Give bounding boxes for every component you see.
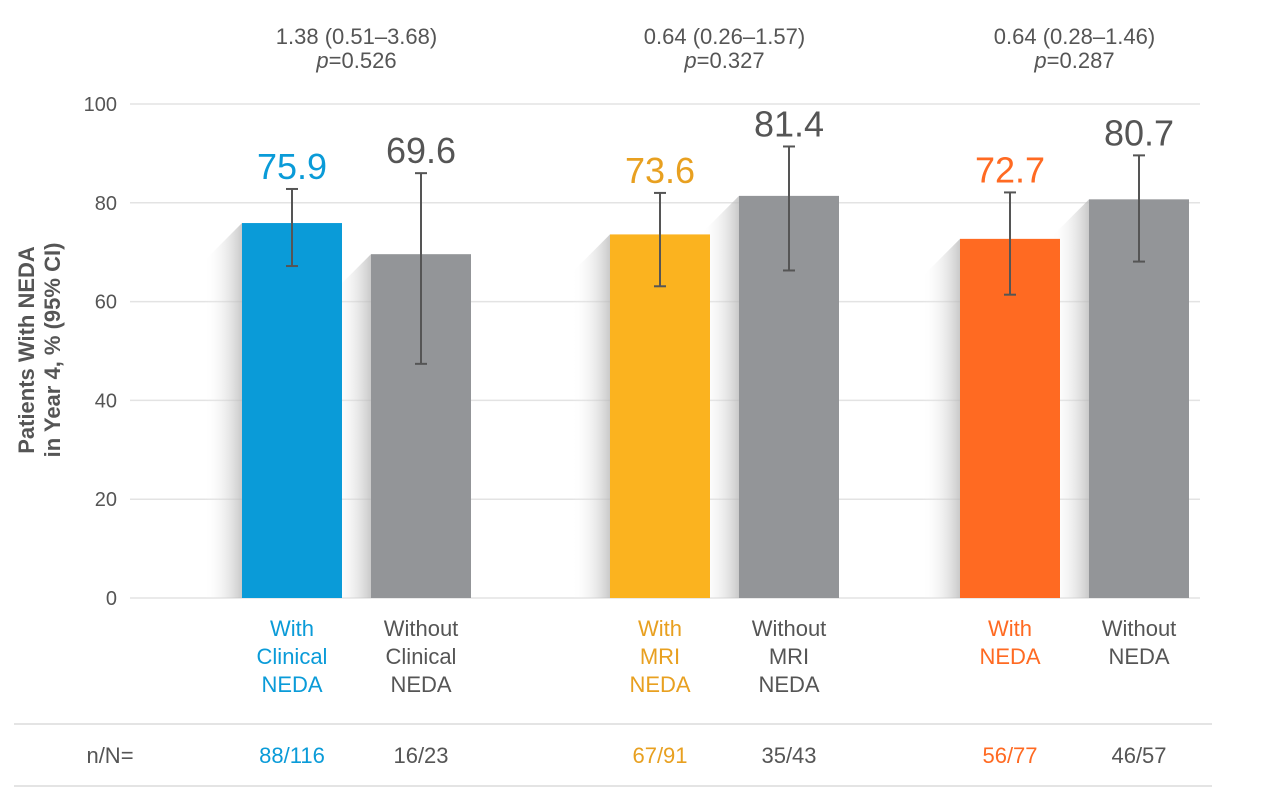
value-labels: 75.9 69.6 73.6 81.4 72.7 80.7 [257, 103, 1174, 190]
category-label: NEDA [390, 672, 451, 697]
count-value: 88/116 [259, 743, 325, 768]
stat-p-symbol: p [1033, 48, 1046, 73]
data-label: 73.6 [625, 150, 695, 191]
stat-p-number: =0.526 [329, 48, 397, 73]
y-tick-label: 80 [95, 193, 117, 215]
stat-p-number: =0.287 [1047, 48, 1115, 73]
stat-p-value: p=0.327 [683, 48, 764, 73]
stat-ci: 0.64 (0.28–1.46) [994, 24, 1155, 49]
category-label: With [638, 616, 682, 641]
count-row-label: n/N= [86, 743, 133, 768]
stat-p-symbol: p [683, 48, 696, 73]
data-label: 72.7 [975, 149, 1045, 190]
data-label: 81.4 [754, 103, 824, 144]
y-tick-label: 40 [95, 390, 117, 412]
count-value: 16/23 [393, 743, 448, 768]
bar [242, 223, 342, 598]
bar-shadow [204, 223, 242, 598]
data-label: 69.6 [386, 130, 456, 171]
count-row: 88/116 16/23 67/91 35/43 56/77 46/57 n/N= [14, 723, 1212, 787]
bar-shadow [333, 254, 371, 598]
stat-ci: 0.64 (0.26–1.57) [644, 24, 805, 49]
bar [1089, 199, 1189, 599]
category-label: NEDA [629, 672, 690, 697]
category-label: MRI [769, 644, 809, 669]
category-label: Clinical [386, 644, 457, 669]
category-label: Without [1102, 616, 1177, 641]
data-label: 80.7 [1104, 112, 1174, 153]
y-axis-label-line: Patients With NEDA [14, 246, 39, 454]
bar-shadow [701, 195, 739, 598]
category-label: NEDA [758, 672, 819, 697]
y-tick-labels: 0 20 40 60 80 100 [84, 94, 117, 610]
stat-p-value: p=0.526 [315, 48, 396, 73]
bar [610, 234, 710, 598]
bar-shadow [572, 234, 610, 598]
category-label: With [988, 616, 1032, 641]
bar-shadow [1051, 199, 1089, 599]
count-value: 67/91 [632, 743, 687, 768]
y-tick-label: 20 [95, 489, 117, 511]
stat-ci: 1.38 (0.51–3.68) [276, 24, 437, 49]
stat-p-number: =0.327 [697, 48, 765, 73]
category-label: Clinical [257, 644, 328, 669]
category-label: NEDA [261, 672, 322, 697]
bar-shadow [922, 238, 960, 598]
bar-shadows [204, 195, 1089, 599]
stat-p-value: p=0.287 [1033, 48, 1114, 73]
count-value: 46/57 [1111, 743, 1166, 768]
category-label: NEDA [979, 644, 1040, 669]
y-axis-label-line: in Year 4, % (95% CI) [40, 243, 65, 458]
category-label: MRI [640, 644, 680, 669]
y-tick-label: 60 [95, 292, 117, 314]
category-label: Without [752, 616, 827, 641]
y-axis-label: Patients With NEDAin Year 4, % (95% CI) [14, 243, 65, 458]
category-labels: With Clinical NEDA Without Clinical NEDA With M… [257, 616, 1177, 697]
error-bars [286, 145, 1145, 365]
data-label: 75.9 [257, 146, 327, 187]
bar [960, 238, 1060, 598]
stat-p-symbol: p [315, 48, 328, 73]
y-tick-label: 100 [84, 94, 117, 116]
y-tick-label: 0 [106, 588, 117, 610]
category-label: With [270, 616, 314, 641]
count-value: 56/77 [982, 743, 1037, 768]
category-label: Without [384, 616, 459, 641]
count-value: 35/43 [761, 743, 816, 768]
category-label: NEDA [1108, 644, 1169, 669]
